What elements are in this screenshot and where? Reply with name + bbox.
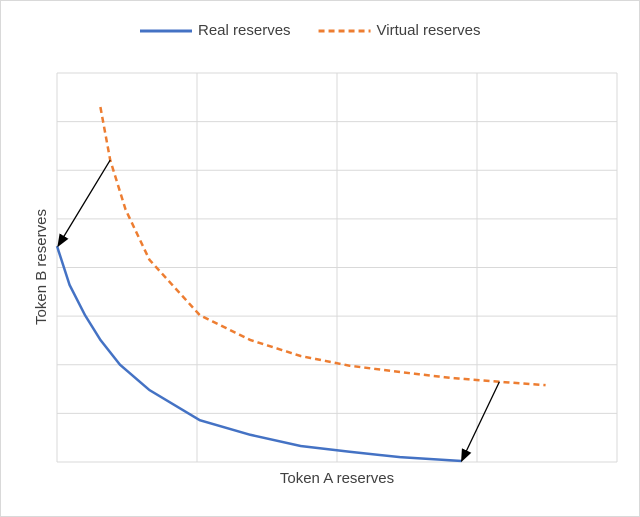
legend-label: Virtual reserves — [377, 22, 481, 39]
legend-label: Real reserves — [198, 22, 291, 39]
arrow — [57, 159, 111, 248]
data-line — [55, 245, 462, 463]
data-line — [99, 106, 546, 387]
x-axis-label: Token A reserves — [280, 470, 394, 487]
y-axis-label: Token B reserves — [33, 209, 50, 325]
arrow — [461, 381, 500, 463]
